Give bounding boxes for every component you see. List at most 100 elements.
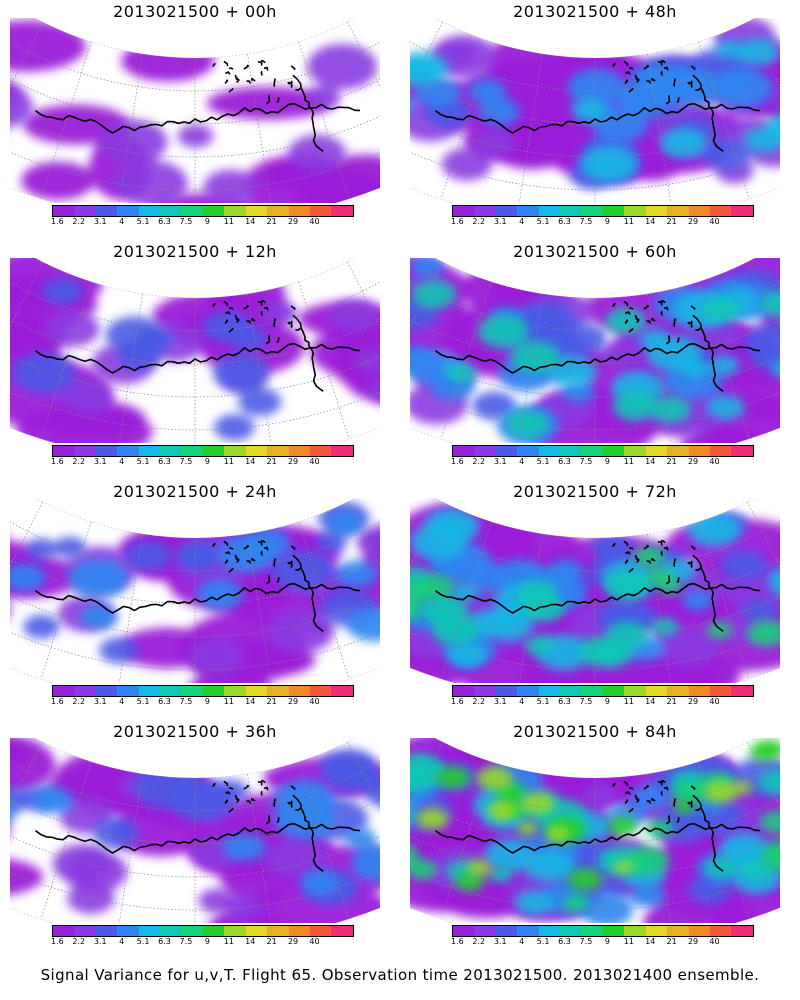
colorbar-swatch <box>624 686 646 696</box>
panel-title: 2013021500 + 60h <box>513 242 677 261</box>
map-area <box>410 738 780 923</box>
colorbar-swatch <box>731 446 753 456</box>
colorbar-tick-label: 11 <box>623 457 634 466</box>
colorbar-tick-label: 5.1 <box>136 217 150 226</box>
colorbar-swatch <box>624 926 646 936</box>
colorbar-swatch <box>731 206 753 216</box>
colorbar-tick-label: 2.2 <box>72 697 86 706</box>
colorbar-swatch <box>560 446 582 456</box>
colorbar-tick-label: 14 <box>645 697 656 706</box>
map-area <box>410 18 780 203</box>
colorbar-swatch <box>95 686 118 696</box>
colorbar-tick-label: 14 <box>245 937 256 946</box>
colorbar-tick-label: 7.5 <box>579 937 593 946</box>
colorbar-tick-label: 3.1 <box>93 217 107 226</box>
colorbar-tick-label: 4 <box>519 217 525 226</box>
colorbar-tick-label: 29 <box>287 697 299 706</box>
map-area <box>10 738 380 923</box>
map-panel-84h: 2013021500 + 84h 1.6 2.2 3.1 4 5.1 6.3 7.5 9 11 1… <box>410 720 780 950</box>
colorbar-tick-label: 9 <box>204 217 210 226</box>
colorbar-tick-label: 1.6 <box>450 937 464 946</box>
colorbar-swatch <box>645 686 668 696</box>
colorbar-tick-label: 3.1 <box>93 697 107 706</box>
colorbar-swatch <box>160 686 182 696</box>
colorbar-labels: 1.6 2.2 3.1 4 5.1 6.3 7.5 9 11 14 21 29 40 <box>50 697 352 709</box>
colorbar-labels: 1.6 2.2 3.1 4 5.1 6.3 7.5 9 11 14 21 29 40 <box>51 217 352 229</box>
colorbar-tick-label: 21 <box>266 217 277 226</box>
colorbar-swatch <box>160 926 182 936</box>
colorbar-swatch <box>267 926 289 936</box>
colorbar-tick-label: 11 <box>223 937 234 946</box>
map-panel-60h: 2013021500 + 60h 1.6 2.2 3.1 4 5.1 6.3 7.5 9 11 1… <box>410 240 780 470</box>
colorbar-tick-label: 40 <box>309 937 320 946</box>
colorbar-labels: 1.6 2.2 3.1 4 5.1 6.3 7.5 9 11 14 21 29 40 <box>51 937 352 949</box>
colorbar-tick-label: 1.6 <box>450 457 464 466</box>
colorbar-swatch <box>310 206 332 216</box>
colorbar-swatch <box>495 926 518 936</box>
colorbar-tick-label: 29 <box>287 457 299 466</box>
colorbar-swatch <box>538 926 561 936</box>
colorbar-swatch <box>602 206 625 216</box>
colorbar-swatch <box>245 446 268 456</box>
colorbar-swatch <box>267 206 289 216</box>
colorbar-swatch <box>688 206 711 216</box>
colorbar-swatch <box>245 206 268 216</box>
colorbar-swatch <box>624 446 646 456</box>
colorbar-tick-label: 21 <box>266 457 277 466</box>
colorbar-tick-label: 11 <box>223 217 234 226</box>
colorbar-tick-label: 3.1 <box>493 217 507 226</box>
colorbar-tick-label: 4 <box>519 697 525 706</box>
colorbar-swatch <box>224 446 246 456</box>
colorbar-swatch <box>667 686 689 696</box>
colorbar-tick-label: 29 <box>687 217 699 226</box>
colorbar-swatch <box>288 926 311 936</box>
colorbar-swatch <box>560 686 582 696</box>
panel-title: 2013021500 + 36h <box>113 722 277 741</box>
map-panel-72h: 2013021500 + 72h 1.6 2.2 3.1 4 5.1 6.3 7.5 9 11 1… <box>410 480 780 710</box>
colorbar-swatch <box>267 446 289 456</box>
map-panel-36h: 2013021500 + 36h 1.6 2.2 3.1 4 5.1 6.3 7.5 9 11 1… <box>10 720 380 950</box>
colorbar <box>452 205 754 217</box>
colorbar-swatch <box>581 206 603 216</box>
colorbar-tick-label: 7.5 <box>179 217 193 226</box>
colorbar-tick-label: 21 <box>666 217 677 226</box>
map-area <box>410 258 780 443</box>
colorbar <box>52 445 354 457</box>
colorbar-tick-label: 3.1 <box>493 697 507 706</box>
colorbar-swatch <box>224 686 246 696</box>
colorbar <box>52 685 354 697</box>
colorbar-swatch <box>710 686 732 696</box>
colorbar-swatch <box>74 686 96 696</box>
colorbar-swatch <box>667 446 689 456</box>
map-area <box>10 258 380 443</box>
colorbar-tick-label: 29 <box>687 457 699 466</box>
colorbar-tick-label: 6.3 <box>158 457 171 466</box>
colorbar-tick-label: 2.2 <box>472 217 486 226</box>
colorbar-tick-label: 1.6 <box>450 697 464 706</box>
colorbar-swatch <box>474 206 496 216</box>
colorbar-labels: 1.6 2.2 3.1 4 5.1 6.3 7.5 9 11 14 21 29 40 <box>450 457 752 469</box>
colorbar-tick-label: 6.3 <box>158 697 171 706</box>
colorbar-tick-label: 21 <box>666 457 677 466</box>
colorbar-swatch <box>560 206 582 216</box>
colorbar-tick-label: 9 <box>604 697 610 706</box>
colorbar-tick-label: 3.1 <box>493 937 507 946</box>
colorbar-swatch <box>53 686 75 696</box>
panel-title: 2013021500 + 00h <box>113 2 277 21</box>
colorbar-tick-label: 7.5 <box>179 937 193 946</box>
colorbar-swatch <box>160 206 182 216</box>
colorbar-tick-label: 11 <box>223 697 234 706</box>
colorbar-swatch <box>710 926 732 936</box>
colorbar-tick-label: 1.6 <box>50 697 64 706</box>
colorbar-tick-label: 1.6 <box>450 217 464 226</box>
colorbar-swatch <box>688 446 711 456</box>
colorbar-tick-label: 21 <box>266 697 277 706</box>
colorbar-swatch <box>517 446 539 456</box>
colorbar-tick-label: 4 <box>119 697 125 706</box>
colorbar-tick-label: 11 <box>623 937 634 946</box>
colorbar-tick-label: 5.1 <box>536 457 550 466</box>
map-area <box>10 18 380 203</box>
colorbar-swatch <box>581 926 603 936</box>
colorbar-tick-label: 2.2 <box>72 217 86 226</box>
colorbar-swatch <box>202 206 225 216</box>
